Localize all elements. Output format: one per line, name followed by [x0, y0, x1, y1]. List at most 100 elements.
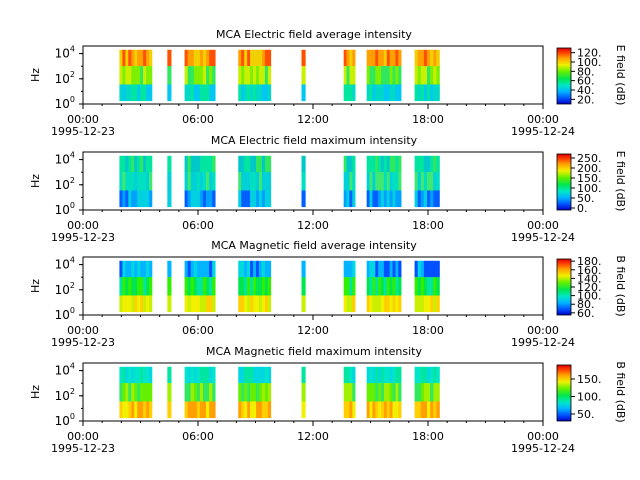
- heatmap-cell: [423, 84, 428, 102]
- data-block: [184, 260, 216, 313]
- heatmap-cell: [386, 295, 390, 313]
- heatmap-cell: [381, 155, 385, 173]
- heatmap-cell: [414, 190, 418, 208]
- colorbar-tick-label: 0.: [577, 202, 588, 215]
- heatmap-cell: [122, 383, 126, 402]
- heatmap-cell: [301, 295, 306, 313]
- heatmap-cell: [140, 295, 144, 313]
- heatmap-cell: [375, 172, 379, 191]
- heatmap-cell: [349, 155, 353, 173]
- heatmap-cell: [352, 190, 356, 208]
- heatmap-cell: [128, 155, 132, 173]
- heatmap-cell: [209, 49, 213, 67]
- heatmap-cell: [264, 155, 269, 173]
- heatmap-cell: [137, 260, 141, 278]
- data-block: [119, 155, 153, 208]
- heatmap-cell: [349, 366, 353, 384]
- heatmap-cell: [383, 190, 388, 208]
- heatmap-cell: [343, 366, 347, 384]
- heatmap-cell: [187, 84, 192, 102]
- heatmap-cell: [137, 383, 141, 402]
- heatmap-cell: [134, 383, 138, 402]
- heatmap-cell: [241, 84, 245, 102]
- heatmap-cell: [209, 84, 213, 102]
- heatmap-cell: [436, 172, 440, 191]
- heatmap-cell: [206, 383, 210, 402]
- heatmap-cell: [187, 155, 192, 173]
- heatmap-cell: [149, 84, 153, 102]
- heatmap-cell: [137, 84, 141, 102]
- heatmap-cell: [241, 277, 245, 296]
- heatmap-cell: [264, 295, 269, 313]
- heatmap-cell: [125, 295, 129, 313]
- heatmap-cell: [190, 172, 195, 191]
- heatmap-cell: [137, 172, 141, 191]
- y-tick-label: 100: [55, 306, 75, 322]
- y-tick-label: 102: [55, 70, 75, 86]
- y-tick-label: 102: [55, 281, 75, 297]
- heatmap-cell: [427, 401, 431, 419]
- heatmap-cell: [430, 401, 434, 419]
- heatmap-cell: [392, 49, 396, 67]
- heatmap-cell: [206, 366, 210, 384]
- heatmap-cell: [395, 84, 399, 102]
- y-tick-label: 100: [55, 412, 75, 428]
- heatmap-cell: [146, 295, 150, 313]
- heatmap-cell: [398, 66, 402, 85]
- heatmap-cell: [392, 366, 396, 384]
- panel-title: MCA Electric field average intensity: [216, 28, 412, 41]
- colorbar-label: B field (dB): [614, 255, 627, 316]
- heatmap-cell: [261, 190, 266, 208]
- heatmap-cell: [389, 401, 393, 419]
- y-tick-label: 102: [55, 387, 75, 403]
- heatmap-cell: [381, 49, 385, 67]
- heatmap-cell: [206, 190, 210, 208]
- heatmap-cell: [149, 295, 153, 313]
- heatmap-cell: [202, 84, 207, 102]
- heatmap-cell: [250, 383, 254, 402]
- heatmap-cell: [184, 155, 188, 173]
- heatmap-cell: [143, 401, 147, 419]
- heatmap-cell: [253, 295, 257, 313]
- x-tick-label: 00:00: [67, 324, 99, 337]
- data-block: [301, 260, 306, 313]
- heatmap-cell: [122, 366, 126, 384]
- data-block: [366, 260, 402, 313]
- x-tick-label: 06:00: [182, 324, 214, 337]
- data-block: [343, 366, 356, 419]
- heatmap-cell: [199, 155, 204, 173]
- heatmap-cell: [190, 401, 195, 419]
- colorbar: [556, 153, 572, 211]
- heatmap-cell: [196, 190, 201, 208]
- heatmap-cell: [202, 260, 207, 278]
- heatmap-cell: [433, 155, 437, 173]
- heatmap-cell: [241, 295, 245, 313]
- heatmap-cell: [423, 277, 428, 296]
- heatmap-cell: [125, 172, 129, 191]
- heatmap-cell: [343, 155, 347, 173]
- heatmap-cell: [146, 401, 150, 419]
- heatmap-cell: [244, 172, 248, 191]
- heatmap-cell: [383, 66, 388, 85]
- heatmap-cell: [343, 66, 347, 85]
- heatmap-cell: [267, 401, 272, 419]
- heatmap-cell: [202, 295, 207, 313]
- heatmap-cell: [212, 49, 216, 67]
- x-date-label: 1995-12-23: [51, 231, 115, 244]
- heatmap-cell: [247, 401, 251, 419]
- heatmap-cell: [190, 366, 195, 384]
- heatmap-cell: [131, 190, 135, 208]
- heatmap-cell: [423, 366, 428, 384]
- heatmap-cell: [258, 155, 263, 173]
- heatmap-cell: [264, 66, 269, 85]
- heatmap-cell: [414, 49, 418, 67]
- x-tick-label: 12:00: [297, 113, 329, 126]
- heatmap-cell: [196, 295, 201, 313]
- heatmap-cell: [378, 66, 382, 85]
- data-block: [238, 260, 272, 313]
- heatmap-cell: [372, 66, 376, 85]
- heatmap-cell: [366, 84, 370, 102]
- data-block: [238, 155, 272, 208]
- heatmap-cell: [383, 260, 388, 278]
- heatmap-cell: [386, 383, 390, 402]
